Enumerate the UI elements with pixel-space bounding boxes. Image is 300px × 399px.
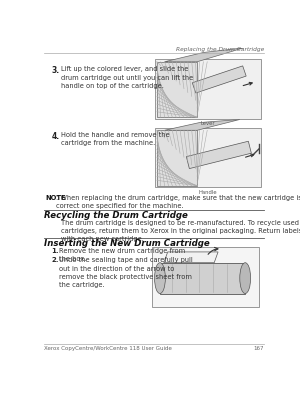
- Text: Lift up the colored lever, and slide the
drum cartridge out until you can lift t: Lift up the colored lever, and slide the…: [61, 66, 193, 89]
- Ellipse shape: [240, 263, 250, 294]
- Text: 167: 167: [253, 346, 264, 351]
- Text: Undo the sealing tape and carefully pull
out in the direction of the arrow to
re: Undo the sealing tape and carefully pull…: [59, 257, 193, 288]
- Text: : When replacing the drum cartridge, make sure that the new cartridge is the
cor: : When replacing the drum cartridge, mak…: [56, 195, 300, 209]
- Text: 3.: 3.: [52, 66, 60, 75]
- Text: Xerox CopyCentre/WorkCentre 118 User Guide: Xerox CopyCentre/WorkCentre 118 User Gui…: [44, 346, 172, 351]
- Text: Replacing the Drum Cartridge: Replacing the Drum Cartridge: [176, 47, 264, 52]
- Text: Inserting the New Drum Cartridge: Inserting the New Drum Cartridge: [44, 239, 209, 248]
- Text: 2.: 2.: [52, 257, 59, 263]
- Polygon shape: [165, 48, 244, 62]
- Text: 4.: 4.: [52, 132, 60, 141]
- Text: NOTE: NOTE: [45, 195, 66, 201]
- Bar: [160, 263, 245, 294]
- Bar: [155, 128, 261, 187]
- Bar: [155, 59, 261, 119]
- Polygon shape: [164, 252, 218, 263]
- FancyArrow shape: [192, 66, 246, 93]
- Text: Recycling the Drum Cartridge: Recycling the Drum Cartridge: [44, 211, 188, 220]
- Text: Lever: Lever: [201, 121, 215, 126]
- Text: Remove the new drum cartridge from
the box.: Remove the new drum cartridge from the b…: [59, 248, 185, 262]
- FancyArrow shape: [186, 141, 251, 169]
- Text: Handle: Handle: [199, 190, 217, 195]
- Ellipse shape: [154, 263, 165, 294]
- Bar: [157, 130, 197, 186]
- Text: 1.: 1.: [52, 248, 59, 254]
- Polygon shape: [165, 119, 240, 130]
- Bar: [152, 247, 259, 307]
- Text: Hold the handle and remove the
cartridge from the machine.: Hold the handle and remove the cartridge…: [61, 132, 169, 146]
- Bar: [157, 62, 197, 117]
- Text: The drum cartridge is designed to be re-manufactured. To recycle used drum
cartr: The drum cartridge is designed to be re-…: [61, 219, 300, 242]
